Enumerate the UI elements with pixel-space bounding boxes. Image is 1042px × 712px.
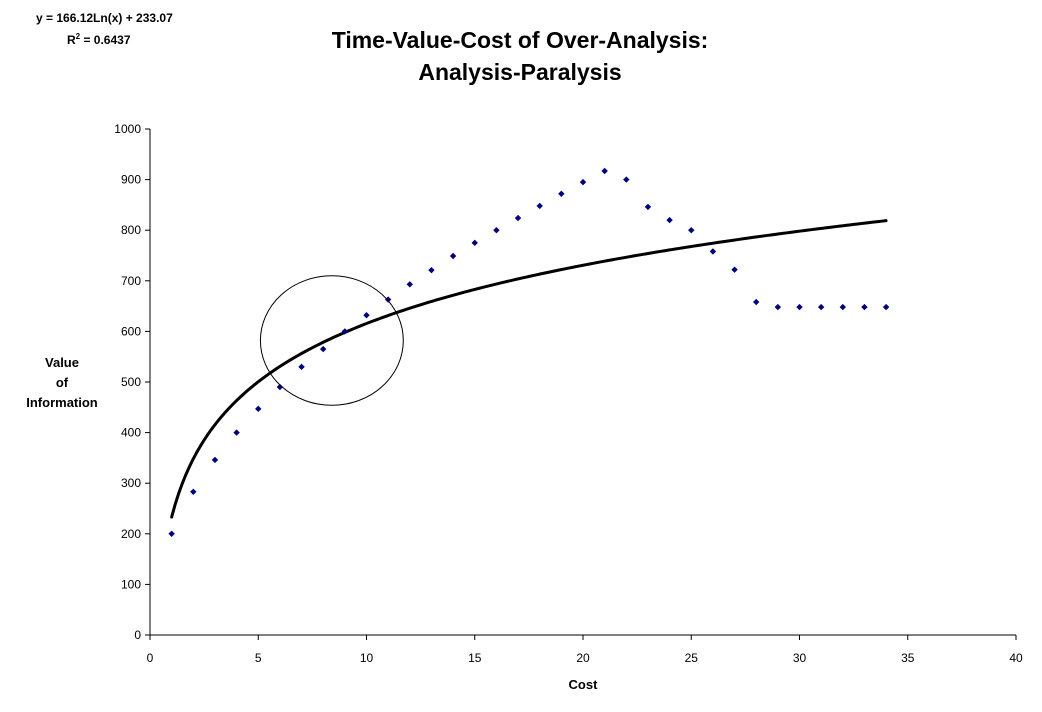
- chart-title-line-2: Analysis-Paralysis: [418, 59, 621, 85]
- data-point-33: [861, 303, 868, 311]
- data-point-3: [211, 456, 219, 464]
- highlight-ellipse: [259, 275, 404, 406]
- data-point-1: [168, 530, 175, 537]
- x-axis-ticks: 0 5 10 15 20 25 30 35 40: [147, 635, 1023, 665]
- data-point-27: [731, 266, 738, 273]
- y-axis-ticks: 0 100 200 300 400 500 600 700 800 900 1000: [114, 122, 150, 642]
- data-point-15: [471, 239, 478, 247]
- y-tick-label-200: 200: [121, 527, 141, 541]
- x-tick-label-15: 15: [468, 651, 482, 665]
- data-point-17: [514, 214, 522, 222]
- y-tick-label-400: 400: [121, 426, 141, 440]
- data-point-18: [536, 202, 543, 210]
- trendline-equation: y = 166.12Ln(x) + 233.07: [36, 11, 173, 25]
- y-tick-label-700: 700: [121, 274, 141, 288]
- data-point-29: [774, 303, 782, 311]
- data-point-16: [493, 227, 500, 234]
- x-tick-label-25: 25: [685, 651, 699, 665]
- y-tick-label-100: 100: [121, 577, 141, 591]
- annotation-group: [259, 275, 404, 406]
- data-point-30: [796, 303, 803, 311]
- data-point-25: [688, 227, 695, 234]
- r-squared-base: R: [67, 33, 76, 47]
- y-tick-label-600: 600: [121, 324, 141, 338]
- y-tick-label-900: 900: [121, 173, 141, 187]
- x-tick-label-0: 0: [147, 651, 154, 665]
- data-point-19: [558, 190, 565, 197]
- data-point-23: [644, 203, 652, 211]
- y-tick-label-300: 300: [121, 476, 141, 490]
- y-axis-label-line-3: Information: [26, 395, 98, 410]
- data-point-20: [579, 178, 587, 186]
- data-point-10: [363, 312, 370, 319]
- log-trendline: [170, 219, 888, 519]
- x-tick-label-35: 35: [901, 651, 915, 665]
- data-point-6: [276, 383, 284, 391]
- x-tick-label-20: 20: [576, 651, 590, 665]
- y-tick-label-1000: 1000: [114, 122, 141, 136]
- y-tick-label-500: 500: [121, 375, 141, 389]
- y-tick-label-800: 800: [121, 223, 141, 237]
- data-point-32: [839, 303, 846, 311]
- data-point-13: [428, 266, 435, 274]
- x-tick-label-10: 10: [360, 651, 374, 665]
- chart-title-line-1: Time-Value-Cost of Over-Analysis:: [332, 27, 709, 53]
- data-point-22: [623, 176, 630, 183]
- data-point-24: [666, 216, 673, 224]
- x-tick-label-5: 5: [255, 651, 262, 665]
- y-axis-label-line-2: of: [56, 375, 69, 390]
- data-points: [168, 167, 890, 537]
- data-point-26: [709, 248, 717, 255]
- x-tick-label-30: 30: [793, 651, 807, 665]
- r-squared-label: R2 = 0.6437: [67, 32, 131, 47]
- r-squared-superscript: 2: [76, 32, 81, 41]
- data-point-31: [817, 303, 825, 311]
- trendline-group: [170, 219, 888, 519]
- data-point-9: [341, 328, 349, 335]
- x-axis-label: Cost: [569, 677, 599, 692]
- data-point-2: [190, 488, 197, 496]
- data-point-4: [233, 429, 240, 436]
- y-tick-label-0: 0: [134, 628, 141, 642]
- data-point-8: [320, 345, 327, 353]
- x-tick-label-40: 40: [1009, 651, 1023, 665]
- r-squared-value: = 0.6437: [80, 33, 131, 47]
- data-point-7: [298, 363, 305, 371]
- data-point-34: [882, 303, 890, 311]
- data-point-14: [449, 252, 457, 260]
- data-point-11: [384, 296, 392, 303]
- y-axis-label-line-1: Value: [45, 355, 79, 370]
- data-point-12: [406, 281, 413, 288]
- data-point-5: [255, 405, 262, 413]
- data-point-21: [601, 167, 608, 175]
- data-point-28: [753, 298, 760, 306]
